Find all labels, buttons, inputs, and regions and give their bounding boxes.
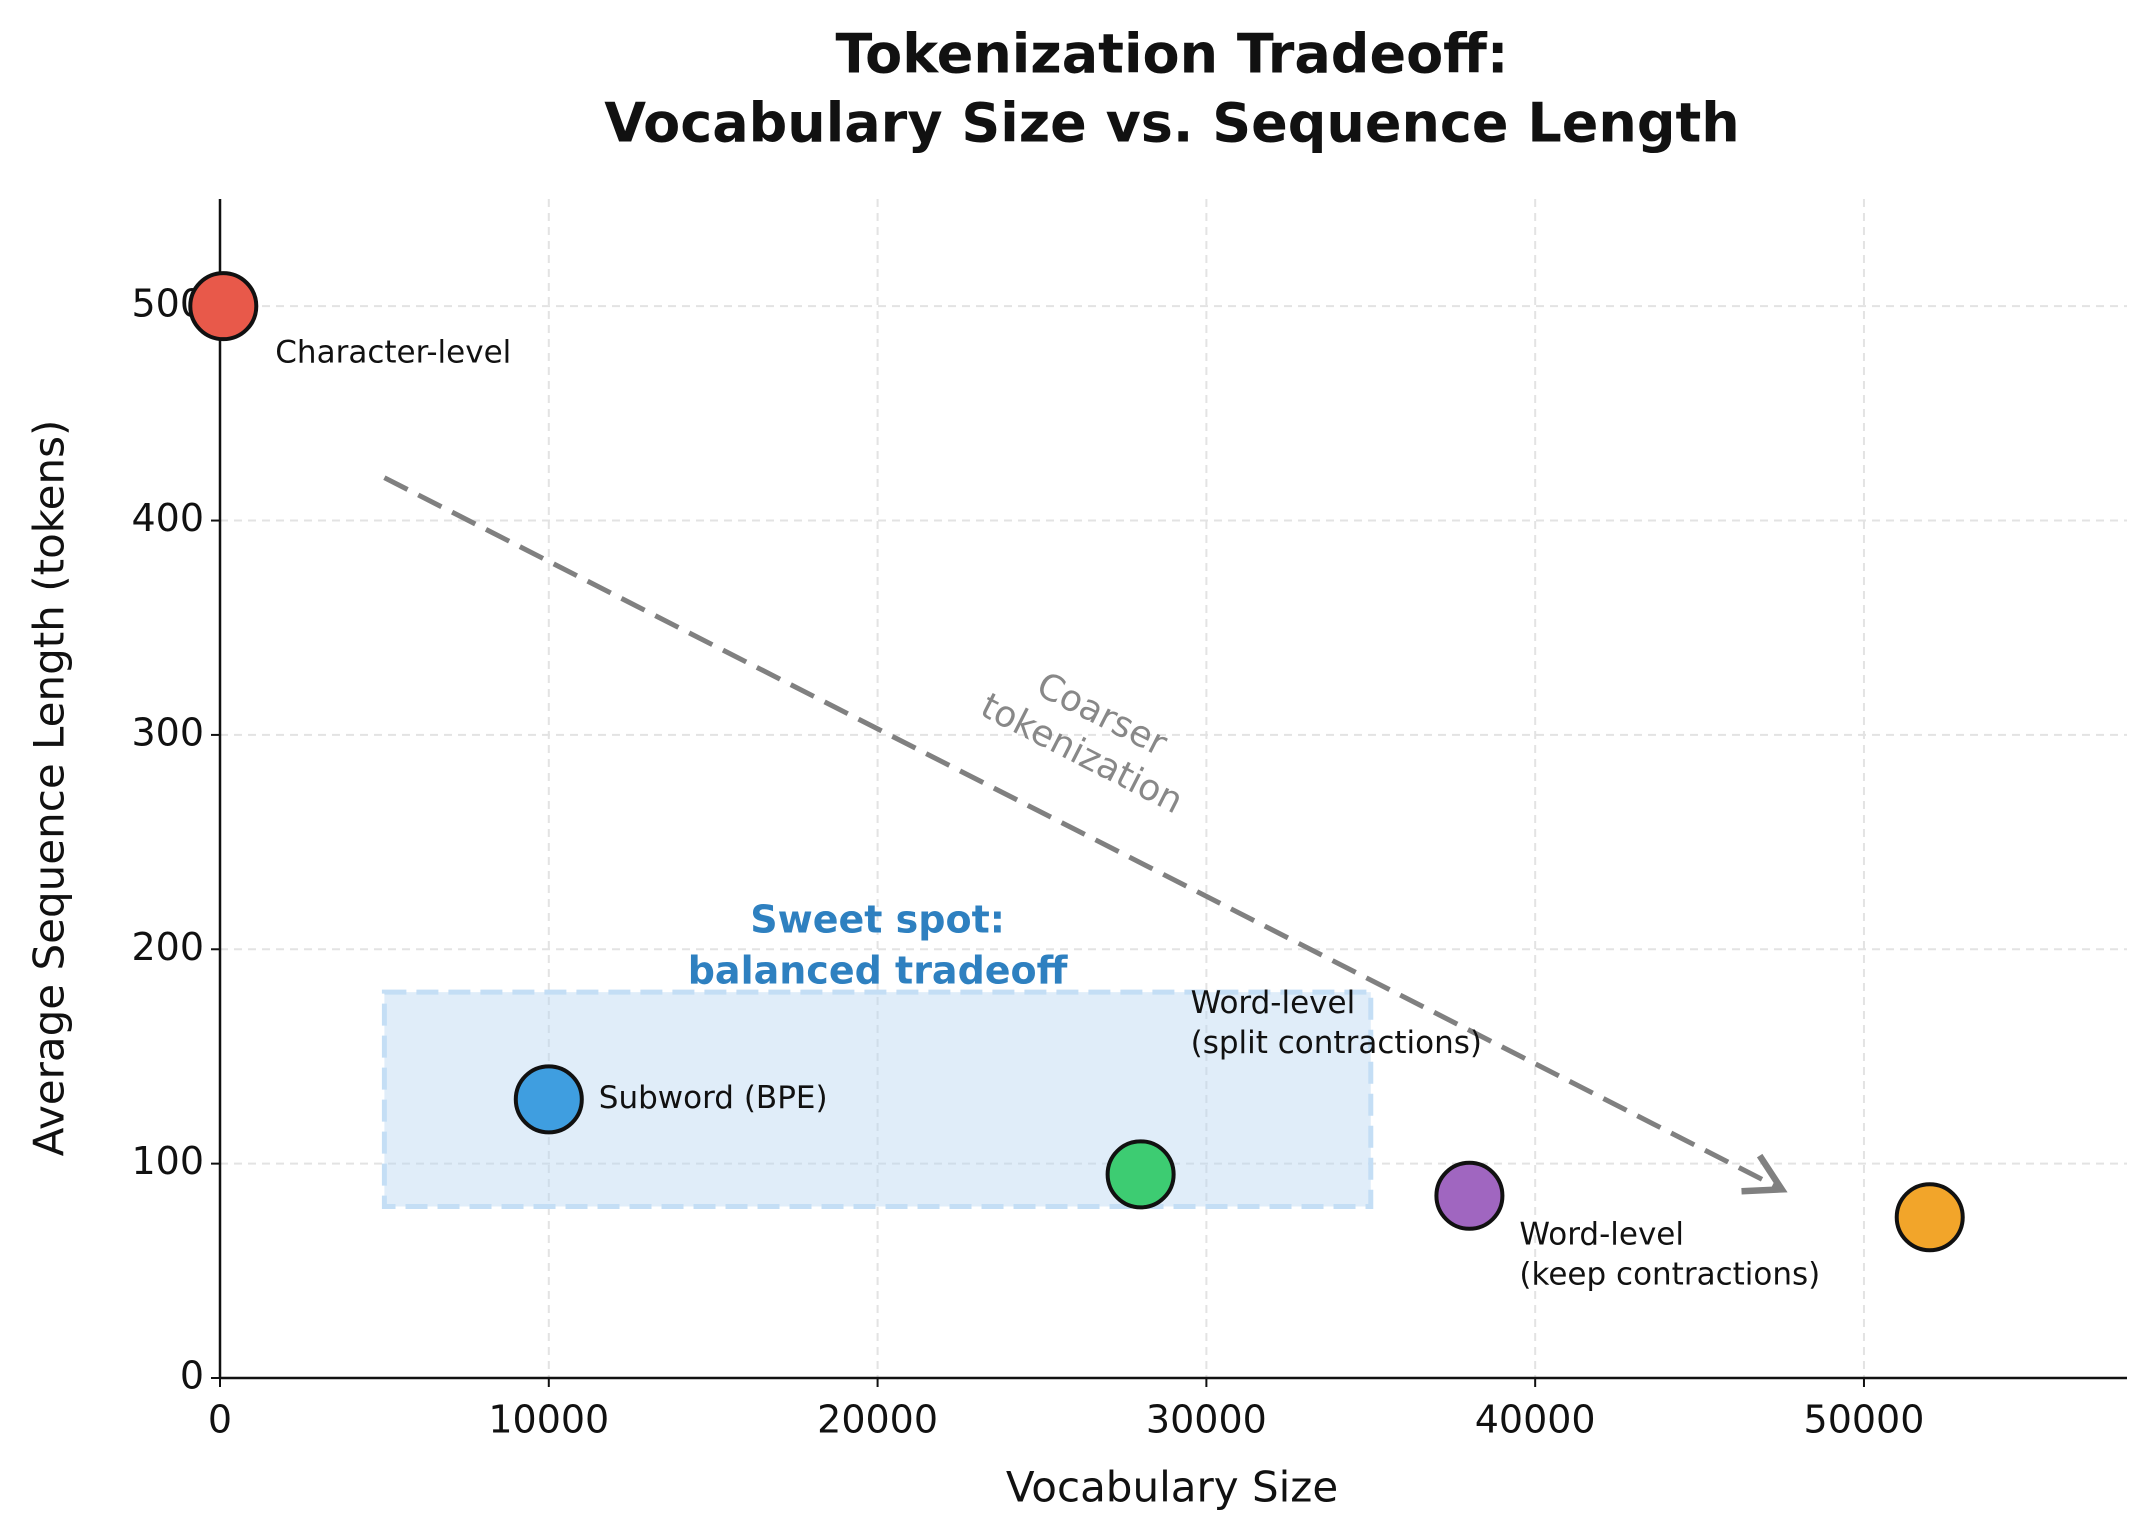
region-label: balanced tradeoff (688, 949, 1069, 993)
y-tick-label: 100 (131, 1139, 204, 1183)
y-tick-label: 0 (180, 1354, 204, 1398)
y-tick-label: 300 (131, 710, 204, 754)
point (1105, 1139, 1176, 1210)
point-label: Subword (BPE) (599, 1080, 828, 1116)
point (1434, 1160, 1505, 1231)
x-tick-label: 10000 (488, 1398, 609, 1442)
point (1894, 1182, 1965, 1253)
chart-title: Vocabulary Size vs. Sequence Length (604, 92, 1739, 155)
y-tick-label: 400 (131, 496, 204, 540)
point (188, 271, 259, 342)
x-tick-label: 20000 (817, 1398, 938, 1442)
point-label: Word-level (1191, 985, 1356, 1021)
y-axis-label: Average Sequence Length (tokens) (25, 420, 74, 1157)
trend-arrow (383, 475, 1788, 1195)
x-tick-label: 50000 (1804, 1398, 1925, 1442)
x-tick-label: 30000 (1146, 1398, 1267, 1442)
region-label: Sweet spot: (750, 898, 1005, 942)
x-tick-label: 0 (208, 1398, 232, 1442)
x-axis-label: Vocabulary Size (1006, 1463, 1338, 1512)
point-label: Word-level (1519, 1216, 1684, 1252)
x-tick-label: 40000 (1475, 1398, 1596, 1442)
point-label: Character-level (275, 335, 511, 371)
chart-title: Tokenization Tradeoff: (835, 23, 1508, 86)
point-label: (split contractions) (1191, 1025, 1482, 1061)
y-tick-label: 200 (131, 925, 204, 969)
point (513, 1064, 584, 1135)
point-label: (keep contractions) (1519, 1256, 1820, 1292)
